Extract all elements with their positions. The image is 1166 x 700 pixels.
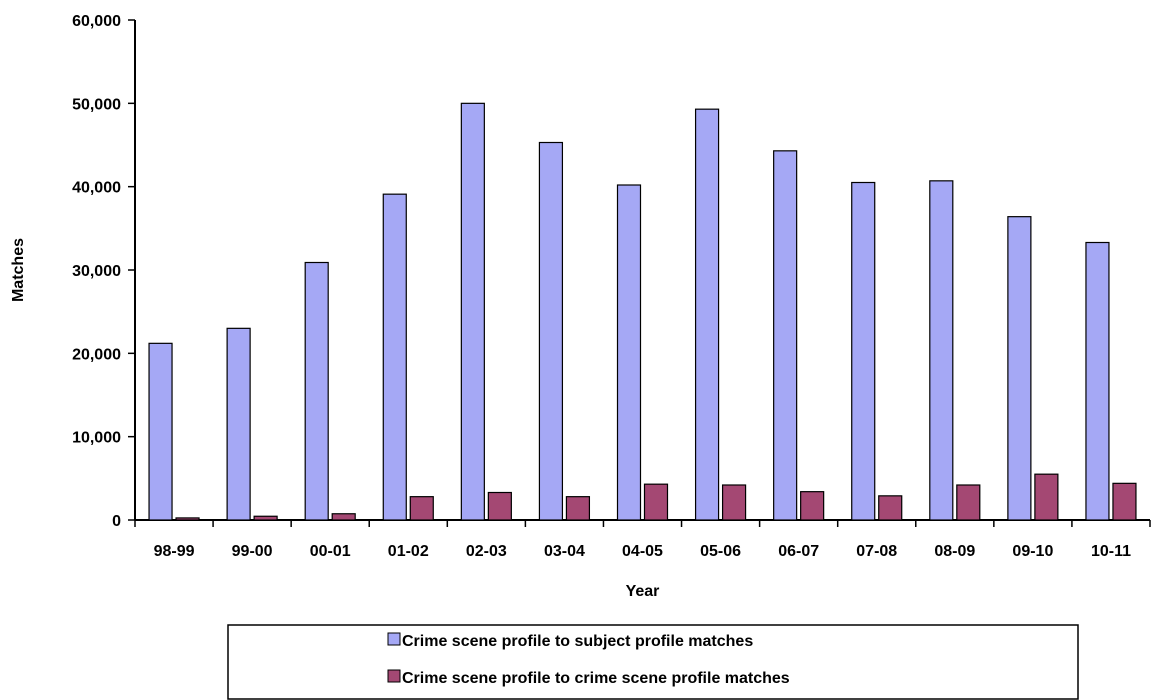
bar-crime-scene-profile-matches bbox=[409, 496, 434, 521]
legend-swatch-crime-scene-profile bbox=[387, 669, 401, 683]
bar-crime-scene-profile-matches bbox=[487, 491, 512, 521]
bar-crime-scene-profile-matches bbox=[253, 515, 278, 521]
bar-subject-profile-matches bbox=[1007, 216, 1032, 521]
bar-crime-scene-profile-matches bbox=[800, 491, 825, 521]
bar-crime-scene-profile-matches bbox=[643, 483, 669, 521]
bar-subject-profile-matches bbox=[851, 181, 876, 521]
x-tick-label: 98-99 bbox=[154, 543, 195, 560]
bar-crime-scene-profile-matches bbox=[1112, 482, 1137, 521]
bar-crime-scene-profile-matches bbox=[331, 513, 356, 521]
x-tick-label: 03-04 bbox=[544, 543, 585, 560]
x-tick-label: 06-07 bbox=[778, 543, 819, 560]
bar-crime-scene-profile-matches bbox=[721, 484, 747, 521]
bar-crime-scene-profile-matches bbox=[878, 495, 903, 521]
bar-subject-profile-matches bbox=[460, 102, 485, 521]
y-axis-ticks: 0 10,000 20,000 30,000 40,000 50,000 60,000 bbox=[72, 13, 135, 530]
bar-subject-profile-matches bbox=[382, 193, 407, 521]
y-tick-label: 0 bbox=[112, 513, 121, 530]
bar-subject-profile-matches bbox=[773, 150, 798, 521]
x-tick-label: 02-03 bbox=[466, 543, 507, 560]
bar-subject-profile-matches bbox=[929, 180, 954, 521]
plot-area bbox=[134, 20, 1150, 521]
y-tick-label: 40,000 bbox=[72, 180, 121, 197]
bar-subject-profile-matches bbox=[616, 184, 642, 521]
bar-subject-profile-matches bbox=[148, 342, 173, 521]
x-tick-label: 00-01 bbox=[310, 543, 351, 560]
bar-crime-scene-profile-matches bbox=[175, 517, 200, 521]
bar-crime-scene-profile-matches bbox=[956, 484, 981, 521]
legend-label-crime-scene-profile: Crime scene profile to crime scene profi… bbox=[402, 670, 790, 687]
bar-subject-profile-matches bbox=[694, 108, 720, 521]
legend-swatch-subject-profile bbox=[387, 632, 401, 646]
y-tick-label: 60,000 bbox=[72, 13, 121, 30]
y-axis-title: Matches bbox=[10, 238, 27, 302]
bars bbox=[148, 102, 1137, 521]
x-axis-title: Year bbox=[626, 583, 660, 600]
bar-subject-profile-matches bbox=[226, 327, 251, 521]
legend: Crime scene profile to subject profile m… bbox=[227, 624, 1079, 700]
x-tick-label: 01-02 bbox=[388, 543, 429, 560]
bar-subject-profile-matches bbox=[538, 141, 564, 521]
x-tick-label: 99-00 bbox=[232, 543, 273, 560]
bar-subject-profile-matches bbox=[304, 261, 329, 521]
bar-crime-scene-profile-matches bbox=[1034, 473, 1059, 521]
bar-crime-scene-profile-matches bbox=[565, 496, 591, 521]
x-tick-label: 07-08 bbox=[856, 543, 897, 560]
x-tick-label: 09-10 bbox=[1012, 543, 1053, 560]
x-axis-ticks: 98-99 99-00 00-01 01-02 02-03 03-04 04-05 05-06… bbox=[134, 520, 1151, 560]
x-tick-label: 08-09 bbox=[934, 543, 975, 560]
x-tick-label: 05-06 bbox=[700, 543, 741, 560]
y-tick-label: 10,000 bbox=[72, 430, 121, 447]
y-tick-label: 50,000 bbox=[72, 96, 121, 113]
y-tick-label: 30,000 bbox=[72, 263, 121, 280]
legend-box bbox=[227, 624, 1079, 700]
y-tick-label: 20,000 bbox=[72, 346, 121, 363]
x-tick-label: 04-05 bbox=[622, 543, 663, 560]
bar-subject-profile-matches bbox=[1085, 241, 1110, 521]
x-tick-label: 10-11 bbox=[1091, 543, 1131, 560]
legend-label-subject-profile: Crime scene profile to subject profile m… bbox=[402, 633, 753, 650]
